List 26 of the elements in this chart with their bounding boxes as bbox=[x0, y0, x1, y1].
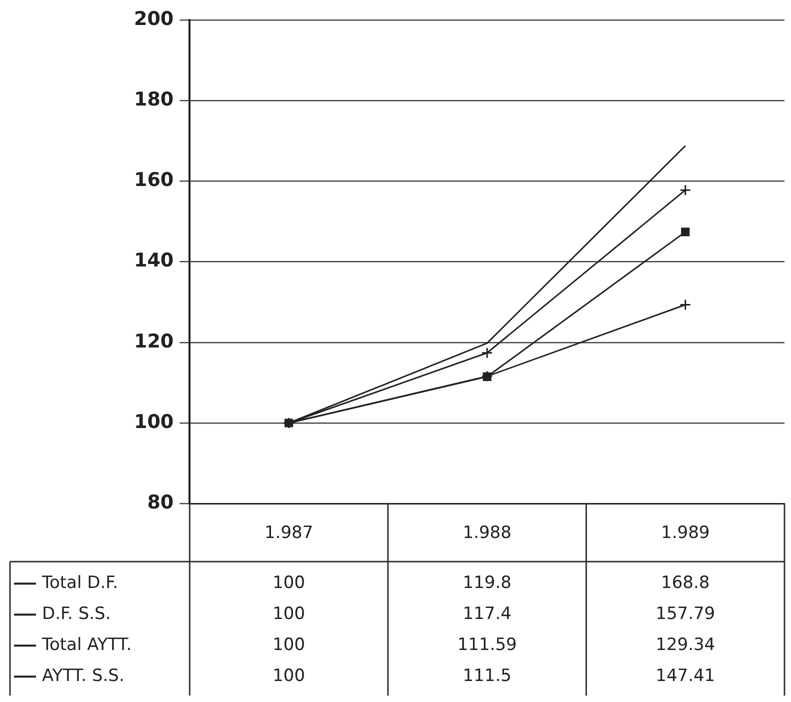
y-tick-label: 140 bbox=[134, 250, 174, 272]
data-label: 168.8 bbox=[661, 573, 710, 594]
x-tick-label: 1.988 bbox=[462, 523, 512, 544]
data-label: 157.79 bbox=[656, 604, 716, 624]
y-tick-label: 160 bbox=[134, 169, 174, 192]
data-label: 100 bbox=[272, 573, 306, 594]
legend-label: Total AYTT. bbox=[41, 635, 132, 656]
data-label: 111.59 bbox=[457, 635, 517, 656]
data-label: 100 bbox=[272, 635, 306, 656]
data-label: 111.5 bbox=[462, 666, 512, 686]
x-tick-label: 1.989 bbox=[661, 523, 710, 544]
y-tick-label: 200 bbox=[134, 8, 174, 30]
legend-label: D.F. S.S. bbox=[42, 604, 111, 624]
data-label: 129.34 bbox=[656, 635, 716, 656]
y-tick-label: 80 bbox=[147, 492, 174, 514]
data-label: 100 bbox=[272, 666, 306, 686]
data-label: 119.8 bbox=[462, 573, 512, 594]
data-label: 147.41 bbox=[656, 666, 716, 686]
y-tick-label: 180 bbox=[134, 88, 174, 111]
y-tick-label: 120 bbox=[134, 330, 174, 352]
legend-label: Total D.F. bbox=[41, 573, 118, 594]
data-label: 100 bbox=[272, 604, 306, 624]
x-tick-label: 1.987 bbox=[264, 523, 314, 544]
legend-label: AYTT. S.S. bbox=[42, 666, 124, 686]
y-tick-label: 100 bbox=[134, 410, 174, 433]
data-label: 117.4 bbox=[462, 604, 512, 624]
